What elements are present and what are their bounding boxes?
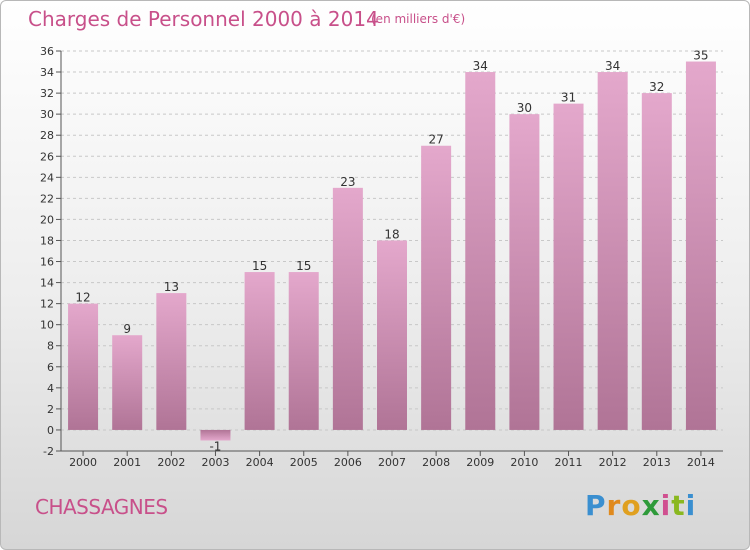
bar-2014 bbox=[685, 61, 716, 430]
x-tick-label: 2005 bbox=[290, 456, 318, 469]
data-label: 13 bbox=[164, 280, 179, 294]
y-tick-label: 10 bbox=[40, 319, 54, 332]
y-tick-label: 36 bbox=[40, 45, 54, 58]
data-label: 15 bbox=[296, 259, 311, 273]
y-tick-label: 2 bbox=[47, 403, 54, 416]
y-tick-label: 8 bbox=[47, 340, 54, 353]
commune-name: CHASSAGNES bbox=[35, 495, 168, 519]
y-tick-label: 6 bbox=[47, 361, 54, 374]
logo-letter: i bbox=[660, 489, 672, 522]
y-tick-label: 20 bbox=[40, 213, 54, 226]
bar-2009 bbox=[465, 72, 496, 430]
bar-2000 bbox=[68, 303, 99, 430]
bar-2003 bbox=[200, 429, 231, 441]
bar-2005 bbox=[288, 272, 319, 430]
x-tick-label: 2012 bbox=[599, 456, 627, 469]
x-tick-label: 2009 bbox=[466, 456, 494, 469]
logo-letter: t bbox=[671, 489, 686, 522]
x-tick-label: 2014 bbox=[687, 456, 715, 469]
logo-letter: i bbox=[685, 489, 697, 522]
data-label: 18 bbox=[384, 227, 399, 241]
data-label: 34 bbox=[605, 59, 620, 73]
bar-2006 bbox=[332, 187, 363, 430]
x-tick-label: 2003 bbox=[201, 456, 229, 469]
bar-2008 bbox=[421, 145, 452, 430]
bar-2002 bbox=[156, 293, 187, 430]
y-tick-label: 16 bbox=[40, 256, 54, 269]
y-tick-label: 32 bbox=[40, 87, 54, 100]
data-label: -1 bbox=[209, 439, 221, 453]
chart-title: Charges de Personnel 2000 à 2014 bbox=[28, 7, 379, 31]
y-tick-label: 4 bbox=[47, 382, 54, 395]
y-tick-label: 22 bbox=[40, 192, 54, 205]
x-tick-label: 2010 bbox=[510, 456, 538, 469]
x-tick-label: 2006 bbox=[334, 456, 362, 469]
x-tick-label: 2011 bbox=[555, 456, 583, 469]
data-label: 32 bbox=[649, 80, 664, 94]
chart-subtitle: (en milliers d'€) bbox=[371, 12, 466, 26]
y-tick-label: 12 bbox=[40, 298, 54, 311]
x-tick-label: 2001 bbox=[113, 456, 141, 469]
y-tick-label: 26 bbox=[40, 150, 54, 163]
y-tick-label: 30 bbox=[40, 108, 54, 121]
data-label: 27 bbox=[428, 133, 443, 147]
data-label: 34 bbox=[473, 59, 488, 73]
y-tick-label: -2 bbox=[43, 445, 54, 458]
x-tick-label: 2004 bbox=[246, 456, 274, 469]
bar-2011 bbox=[553, 103, 584, 430]
logo-letter: x bbox=[641, 489, 661, 522]
y-tick-label: 18 bbox=[40, 234, 54, 247]
x-tick-label: 2013 bbox=[643, 456, 671, 469]
data-label: 23 bbox=[340, 175, 355, 189]
x-tick-label: 2000 bbox=[69, 456, 97, 469]
bar-2013 bbox=[641, 93, 672, 430]
x-tick-label: 2008 bbox=[422, 456, 450, 469]
y-tick-label: 24 bbox=[40, 171, 54, 184]
logo-letter: P bbox=[585, 489, 607, 522]
y-tick-label: 28 bbox=[40, 129, 54, 142]
data-label: 35 bbox=[693, 49, 708, 63]
data-label: 12 bbox=[75, 291, 90, 305]
logo-letter: r bbox=[606, 489, 622, 522]
bar-2004 bbox=[244, 272, 275, 430]
data-label: 30 bbox=[517, 101, 532, 115]
x-tick-label: 2007 bbox=[378, 456, 406, 469]
data-label: 31 bbox=[561, 91, 576, 105]
y-tick-label: 0 bbox=[47, 424, 54, 437]
bar-2010 bbox=[509, 114, 540, 430]
data-label: 15 bbox=[252, 259, 267, 273]
proxiti-logo: Proxiti bbox=[585, 489, 696, 522]
bar-2007 bbox=[377, 240, 407, 430]
logo-letter: o bbox=[621, 489, 642, 522]
y-tick-label: 34 bbox=[40, 66, 54, 79]
bar-2012 bbox=[597, 72, 628, 430]
y-tick-label: 14 bbox=[40, 277, 54, 290]
x-tick-label: 2002 bbox=[157, 456, 185, 469]
data-label: 9 bbox=[123, 322, 131, 336]
bar-2001 bbox=[112, 335, 143, 430]
